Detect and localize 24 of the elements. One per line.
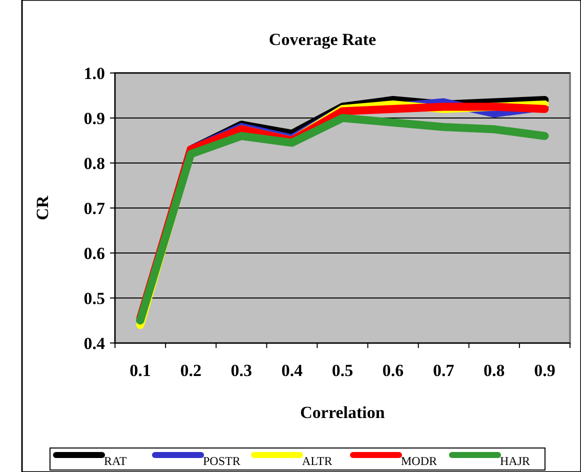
x-tick-label: 0.9 xyxy=(534,361,556,380)
legend-label: HAJR xyxy=(500,454,530,468)
x-tick-label: 0.2 xyxy=(180,361,202,380)
x-tick-label: 0.6 xyxy=(382,361,404,380)
y-tick-label: 0.5 xyxy=(84,288,105,308)
y-tick-label: 0.7 xyxy=(84,198,106,218)
legend-label: RAT xyxy=(104,454,128,468)
y-tick-label: 0.4 xyxy=(84,334,106,353)
x-tick-label: 0.5 xyxy=(332,361,354,380)
chart-title: Coverage Rate xyxy=(268,30,377,49)
x-tick-label: 0.4 xyxy=(281,361,304,380)
legend-label: MODR xyxy=(401,454,438,468)
y-tick-label: 0.9 xyxy=(84,108,105,128)
x-tick-label: 0.1 xyxy=(130,361,151,380)
x-tick-label: 0.8 xyxy=(484,361,505,380)
legend-label: POSTR xyxy=(203,454,240,468)
x-axis-title: Correlation xyxy=(300,403,386,422)
x-tick-label: 0.7 xyxy=(432,361,455,380)
y-axis-title: CR xyxy=(33,195,52,220)
y-tick-label: 1.0 xyxy=(84,64,105,83)
x-tick-label: 0.3 xyxy=(230,361,252,380)
legend-label: ALTR xyxy=(302,454,332,468)
y-tick-label: 0.8 xyxy=(84,154,105,173)
y-tick-label: 0.6 xyxy=(84,244,105,263)
